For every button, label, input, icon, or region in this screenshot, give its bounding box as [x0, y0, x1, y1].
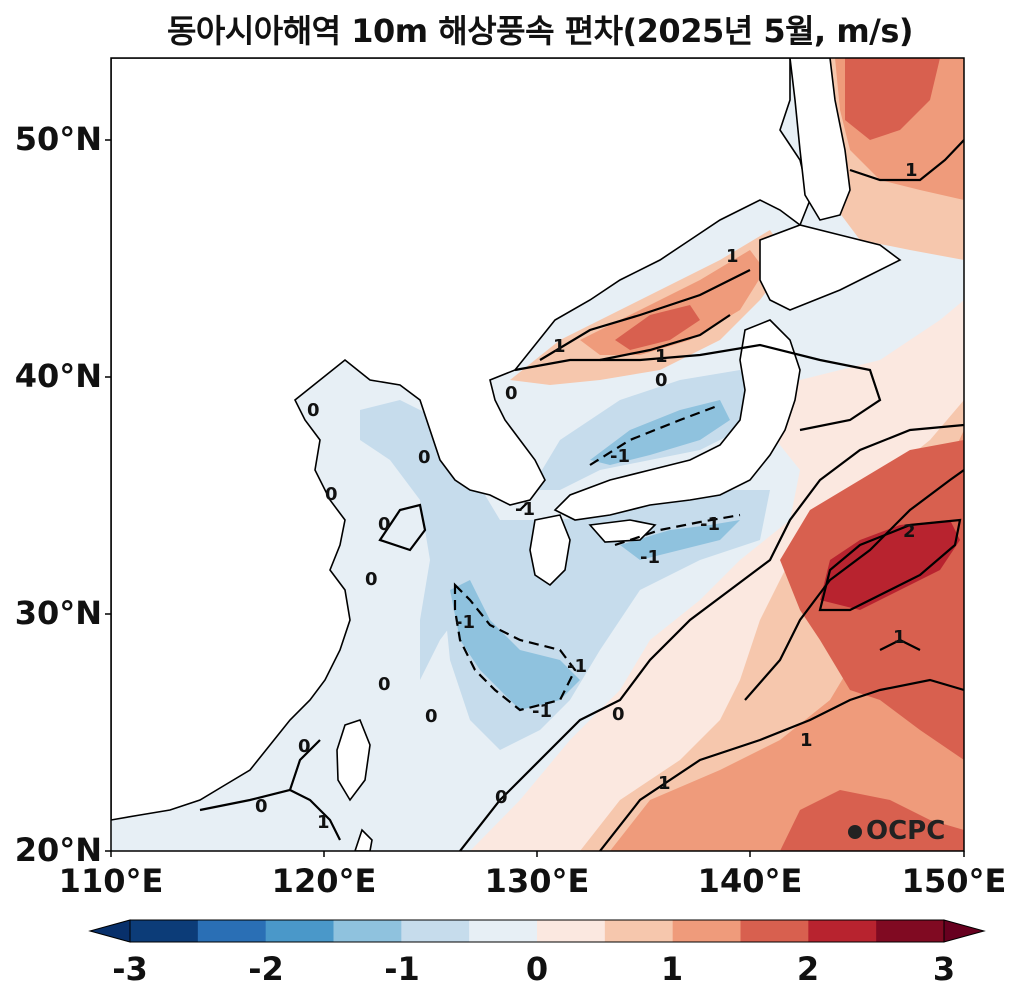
colorbar-extend-right	[943, 919, 986, 943]
contour-label: 1	[905, 160, 918, 181]
contour-neg1-kuroshio	[614, 513, 741, 547]
contour-label: 0	[612, 704, 625, 725]
colorbar-segment	[130, 920, 199, 942]
watermark-dot-icon	[848, 825, 862, 839]
contour-label: -1	[532, 701, 552, 722]
colorbar-segment	[672, 920, 741, 942]
land-taiwan	[336, 719, 371, 802]
contour-0-south	[459, 423, 964, 851]
land-kyushu	[529, 514, 571, 587]
contour-neg1-ecs	[453, 582, 577, 712]
negative-region-eastsea-2	[590, 400, 730, 465]
land-hokkaido	[759, 224, 902, 311]
positive-region-eastsea-2	[580, 250, 765, 355]
contour-label: 1	[726, 246, 739, 267]
contour-label: 1	[553, 336, 566, 357]
colorbar-tick-label: -2	[248, 950, 284, 988]
positive-region-25	[820, 520, 960, 610]
contour-label: 1	[800, 730, 813, 751]
contour-label: -1	[640, 547, 660, 568]
land-honshu	[553, 319, 801, 521]
contour-1-north	[849, 139, 964, 182]
contour-1-east	[599, 678, 964, 851]
contour-2	[818, 518, 962, 612]
contour-label: -1	[567, 656, 587, 677]
colorbar-tick-label: 0	[525, 950, 549, 988]
negative-region-ecs-2	[450, 580, 580, 710]
positive-region-15	[610, 430, 964, 851]
y-tick-label: 20°N	[14, 831, 102, 869]
colorbar-segment	[876, 920, 945, 942]
watermark-text: OCPC	[866, 816, 946, 846]
x-tick-label: 150°E	[901, 862, 1007, 900]
x-tick-label: 130°E	[484, 862, 590, 900]
ocpc-watermark: OCPC	[848, 816, 945, 846]
positive-region-eastsea-3	[615, 305, 700, 350]
contour-label: 2	[903, 521, 916, 542]
contour-label: 0	[307, 400, 320, 421]
contour-1-eastsea-2	[599, 314, 731, 362]
colorbar-tick-label: 1	[660, 950, 684, 988]
positive-region-north-3	[845, 58, 940, 140]
colorbar-segment	[197, 920, 267, 942]
contour-1-eastsea	[539, 269, 751, 361]
contour-neg1-eastsea	[589, 403, 721, 466]
contour-0-bay	[378, 503, 427, 552]
contour-label: 1	[658, 773, 671, 794]
contour-label: -1	[455, 612, 475, 633]
x-tick-label: 140°E	[697, 862, 803, 900]
colorbar-segment	[401, 920, 470, 942]
contour-label: 0	[298, 736, 311, 757]
contour-label: 1	[317, 812, 330, 833]
y-tick-label: 30°N	[14, 594, 102, 632]
x-tick-label: 120°E	[271, 862, 377, 900]
colorbar-segment	[740, 920, 809, 942]
contour-label: 0	[255, 796, 268, 817]
colorbar-segment	[604, 920, 674, 942]
y-tick-label: 40°N	[14, 357, 102, 395]
contour-label: 0	[365, 569, 378, 590]
colorbar-frame	[129, 919, 945, 943]
colorbar-tick-label: -3	[112, 950, 148, 988]
colorbar-tick-label: 2	[796, 950, 820, 988]
contour-label: 0	[378, 674, 391, 695]
contour-label: 1	[893, 627, 906, 648]
contour-label: 0	[425, 706, 438, 727]
colorbar-segment	[808, 920, 877, 942]
colorbar-segment	[537, 920, 606, 942]
contour-1-ne	[879, 638, 921, 651]
land-sakhalin	[789, 58, 851, 221]
positive-region-se	[780, 790, 964, 851]
contour-neg1-south	[519, 499, 531, 511]
colorbar-segment	[333, 920, 402, 942]
colorbar-tick-label: -1	[384, 950, 420, 988]
land-continent	[111, 58, 811, 821]
contour-label: 0	[418, 447, 431, 468]
negative-region-kuroshio-2	[620, 520, 740, 560]
contour-label: 0	[378, 514, 391, 535]
contour-label: -1	[700, 514, 720, 535]
colorbar-segment	[265, 920, 334, 942]
axis-ticks	[105, 139, 965, 857]
contour-label: 1	[655, 346, 668, 367]
colorbar-extend-left	[88, 919, 131, 943]
contour-label: -1	[610, 446, 630, 467]
x-tick-label: 110°E	[58, 862, 164, 900]
contour-label: -1	[515, 499, 535, 520]
land-luzon	[354, 828, 373, 851]
chart-title: 동아시아해역 10m 해상풍속 편차(2025년 5월, m/s)	[166, 12, 914, 50]
colorbar-segment	[469, 920, 538, 942]
colorbar-tick-label: 3	[932, 950, 956, 988]
contour-1-taiwan	[289, 789, 341, 841]
contour-1-mid	[744, 469, 964, 701]
contour-label: 0	[325, 484, 338, 505]
y-tick-label: 50°N	[14, 120, 102, 158]
contour-label: 0	[505, 383, 518, 404]
contour-label: 0	[495, 787, 508, 808]
contour-label: 0	[655, 370, 668, 391]
